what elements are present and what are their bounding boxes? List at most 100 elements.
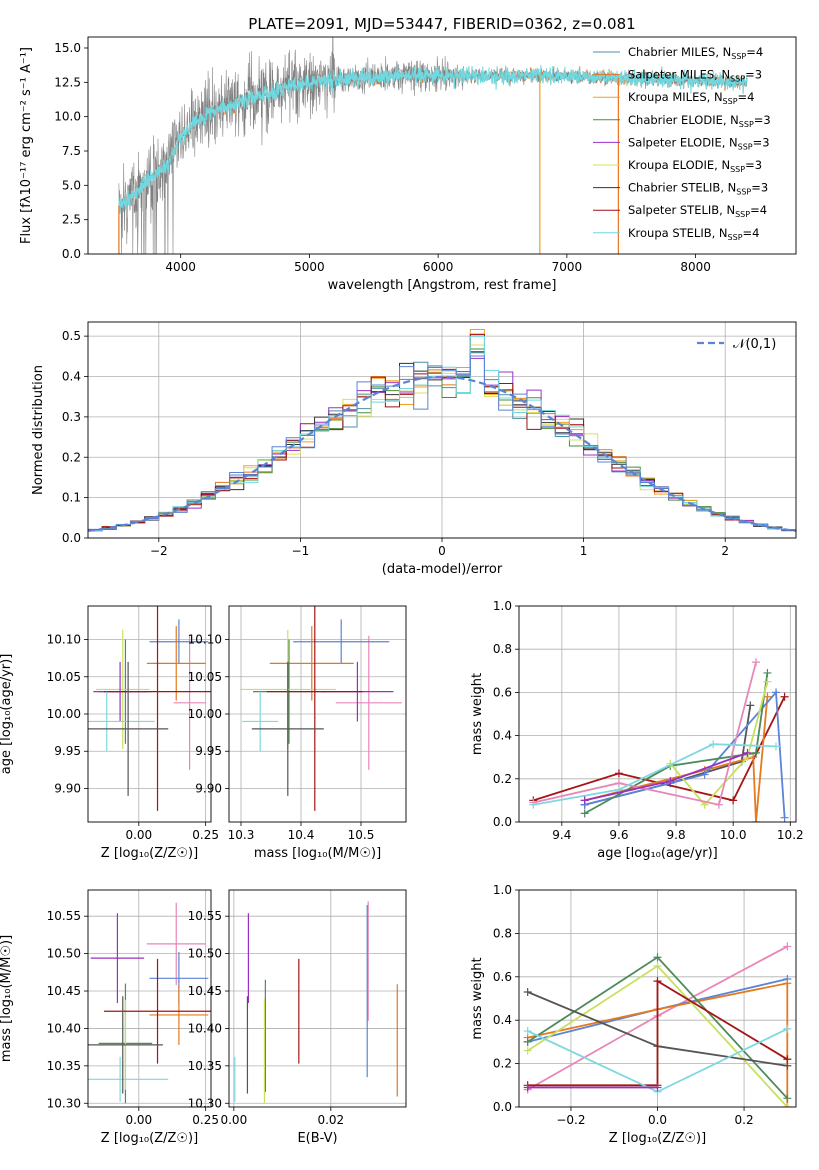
weight-marker [523,1083,532,1092]
axes-frame [518,889,797,1108]
y-tick-label: 2.5 [62,213,81,227]
weight-marker [752,748,761,757]
x-tick-label: 0.2 [735,1113,754,1127]
weight-marker [653,977,662,986]
x-axis-label: mass [log₁₀(M/M☉)] [254,846,381,861]
y-tick-label: 0.8 [493,926,512,940]
histogram-steps [88,355,796,531]
y-tick-label: 0.5 [62,329,81,343]
normal-curve [88,375,796,532]
x-axis-label: age [log₁₀(age/yr)] [597,846,718,861]
weight-marker [783,979,792,988]
x-tick-label: 9.4 [552,828,571,842]
histogram-steps [88,348,796,532]
plot-area [88,328,796,532]
y-tick-label: 10.00 [188,707,222,721]
x-tick-label: 0 [438,544,446,558]
x-tick-label: 10.0 [720,828,747,842]
y-axis-label: mass weight [470,673,485,755]
weight-marker [523,987,532,996]
weight-marker [783,1055,792,1064]
y-tick-label: 0.2 [493,772,512,786]
legend-entry: Salpeter STELIB, NSSP=4 [628,203,767,219]
spectrum-legend: Chabrier MILES, NSSP=4 Salpeter MILES, NS… [593,45,771,242]
y-tick-label: 0.6 [493,970,512,984]
weight-line [584,705,752,806]
y-tick-label: 10.30 [188,1096,222,1110]
y-axis-label: Flux [fλ10⁻¹⁷ erg cm⁻² s⁻¹ A⁻¹] [19,47,34,244]
legend-entry: Salpeter ELODIE, NSSP=3 [628,135,770,151]
y-tick-label: 0.4 [62,370,81,384]
weight-marker [653,953,662,962]
x-tick-label: −2 [150,544,168,558]
weight-marker [763,668,772,677]
residual-legend: 𝒩(0,1) [697,337,776,352]
y-tick-label: 9.95 [195,744,222,758]
x-tick-label: 10.2 [777,828,804,842]
y-axis-label: age [log₁₀(age/yr)] [0,654,14,775]
panel-residuals: −2 −1 0 1 2 0.0 0.1 0.2 0.3 0.4 0.5 (data-model)/er… [31,321,797,577]
x-tick-label: 0.25 [192,1113,219,1127]
weight-marker [614,769,623,778]
x-tick-label: 7000 [552,260,583,274]
legend-entry: 𝒩(0,1) [733,337,776,352]
panel-age_vs_Z: 0.00 0.25 9.90 9.95 10.00 10.05 10.10 Z [log₁₀(… [0,605,219,861]
weight-marker [714,800,723,809]
x-tick-label: 0.00 [125,1113,152,1127]
weight-line [584,690,786,818]
spectrum-model-line [118,64,748,214]
x-axis-label: E(B-V) [297,1131,337,1146]
weight-marker [772,742,781,751]
weight-marker [700,770,709,779]
legend-entry: Kroupa STELIB, NSSP=4 [628,226,759,242]
weight-marker [783,1103,792,1107]
y-axis-label: Normed distribution [31,365,46,495]
weight-line [584,672,769,815]
x-tick-label: 0.0 [648,1113,667,1127]
x-tick-label: 9.6 [609,828,628,842]
y-tick-label: 0.0 [62,531,81,545]
y-tick-label: 9.90 [54,781,81,795]
x-tick-label: 10.5 [348,828,375,842]
x-tick-label: −1 [292,544,310,558]
plot-area [523,942,792,1107]
plot-area [234,901,398,1104]
x-tick-label: 6000 [423,260,454,274]
plot-area [118,37,748,254]
weight-line [533,696,786,802]
y-tick-label: 0.8 [493,642,512,656]
panel-weight_vs_age: 9.4 9.6 9.8 10.0 10.2 0.0 0.2 0.4 0.6 0.8 1.0 age [… [470,599,804,861]
y-tick-label: 12.5 [54,75,81,89]
weight-marker [783,1024,792,1033]
x-axis-label: Z [log₁₀(Z/Z☉)] [101,846,198,861]
y-tick-label: 5.0 [62,178,81,192]
axes-frame [87,321,797,539]
weight-line [533,743,777,806]
plot-area [88,902,211,1104]
legend-entry: Kroupa MILES, NSSP=4 [628,90,754,106]
weight-marker [780,813,789,822]
y-tick-label: 10.55 [188,909,222,923]
weight-line [533,661,757,806]
y-tick-label: 0.0 [493,815,512,829]
y-tick-label: 10.05 [47,670,81,684]
y-tick-label: 0.3 [62,410,81,424]
weight-marker [523,1046,532,1055]
weight-marker [746,701,755,710]
y-tick-label: 1.0 [493,883,512,897]
x-tick-label: 0.02 [317,1113,344,1127]
weight-line [527,982,789,1107]
x-axis-label: Z [log₁₀(Z/Z☉)] [101,1131,198,1146]
y-tick-label: 10.50 [47,947,81,961]
weight-marker [666,776,675,785]
legend-entry: Chabrier STELIB, NSSP=3 [628,181,768,197]
axes-frame [228,889,407,1108]
x-axis-label: Z [log₁₀(Z/Z☉)] [609,1131,706,1146]
weight-marker [523,1037,532,1046]
weight-marker [653,1083,662,1092]
x-tick-label: 0.25 [192,828,219,842]
weight-marker [783,1094,792,1103]
x-tick-label: 8000 [680,260,711,274]
y-tick-label: 10.40 [47,1021,81,1035]
y-tick-label: 10.00 [47,707,81,721]
